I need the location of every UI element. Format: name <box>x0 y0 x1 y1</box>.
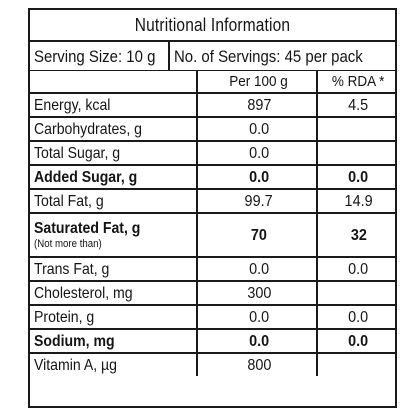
nutrient-name: Sodium, mg <box>30 330 198 352</box>
per100-value: 300 <box>198 282 318 304</box>
per100-value: 0.0 <box>198 142 318 164</box>
rda-value <box>318 282 395 304</box>
nutrient-row: Trans Fat, g 0.0 0.0 <box>30 256 395 280</box>
nutrient-note: (Not more than) <box>34 238 102 250</box>
header-rda: % RDA * <box>332 73 385 90</box>
table-title: Nutritional Information <box>134 15 291 35</box>
nutrient-name: Total Sugar, g <box>30 142 198 164</box>
per100-value: 800 <box>198 354 318 376</box>
per100-value: 0.0 <box>198 258 318 280</box>
nutrient-row: Added Sugar, g 0.0 0.0 <box>30 164 395 188</box>
rda-value: 32 <box>350 227 367 244</box>
nutrient-name: Total Fat, g <box>30 190 198 212</box>
header-blank <box>30 71 198 92</box>
per100-value: 0.0 <box>198 166 318 188</box>
rda-value: 0.0 <box>348 333 369 350</box>
nutrient-row: Protein, g 0.0 0.0 <box>30 304 395 328</box>
rda-value <box>318 118 395 140</box>
rda-value: 0.0 <box>348 261 369 278</box>
per100-value: 99.7 <box>198 190 318 212</box>
nutrient-row: Vitamin A, µg 800 <box>30 352 395 376</box>
nutrient-name: Cholesterol, mg <box>30 282 198 304</box>
nutrient-row: Cholesterol, mg 300 <box>30 280 395 304</box>
nutrient-name: Protein, g <box>30 306 198 328</box>
column-header-row: Per 100 g % RDA * <box>30 70 395 92</box>
nutrient-row: Total Fat, g 99.7 14.9 <box>30 188 395 212</box>
per100-value: 0.0 <box>198 306 318 328</box>
rda-value: 14.9 <box>344 193 373 210</box>
per100-value: 0.0 <box>198 118 318 140</box>
per100-value: 897 <box>198 94 318 116</box>
nutrient-row: Energy, kcal 897 4.5 <box>30 92 395 116</box>
nutrient-row: Total Sugar, g 0.0 <box>30 140 395 164</box>
nutrition-table: Nutritional Information Serving Size: 10… <box>28 8 397 408</box>
nutrient-row: Carbohydrates, g 0.0 <box>30 116 395 140</box>
nutrient-rows: Energy, kcal 897 4.5 Carbohydrates, g 0.0 Tot… <box>30 92 395 376</box>
per100-value: 0.0 <box>198 330 318 352</box>
nutrient-name: Saturated Fat, g (Not more than) <box>30 214 198 256</box>
rda-value <box>318 142 395 164</box>
serving-size: Serving Size: 10 g <box>30 42 170 70</box>
nutrient-name: Trans Fat, g <box>30 258 198 280</box>
servings-per-pack: No. of Servings: 45 per pack <box>174 47 363 66</box>
rda-value: 4.5 <box>348 97 369 114</box>
per100-value: 70 <box>198 214 318 256</box>
rda-value: 0.0 <box>348 169 369 186</box>
header-per100: Per 100 g <box>198 71 318 92</box>
nutrient-name: Energy, kcal <box>30 94 198 116</box>
nutrient-name: Added Sugar, g <box>30 166 198 188</box>
nutrient-name: Carbohydrates, g <box>30 118 198 140</box>
nutrient-row: Saturated Fat, g (Not more than) 70 32 <box>30 212 395 256</box>
nutrient-name: Vitamin A, µg <box>30 354 198 376</box>
rda-value <box>318 354 395 376</box>
serving-row: Serving Size: 10 g No. of Servings: 45 p… <box>30 40 395 70</box>
nutrient-row: Sodium, mg 0.0 0.0 <box>30 328 395 352</box>
rda-value: 0.0 <box>348 309 369 326</box>
